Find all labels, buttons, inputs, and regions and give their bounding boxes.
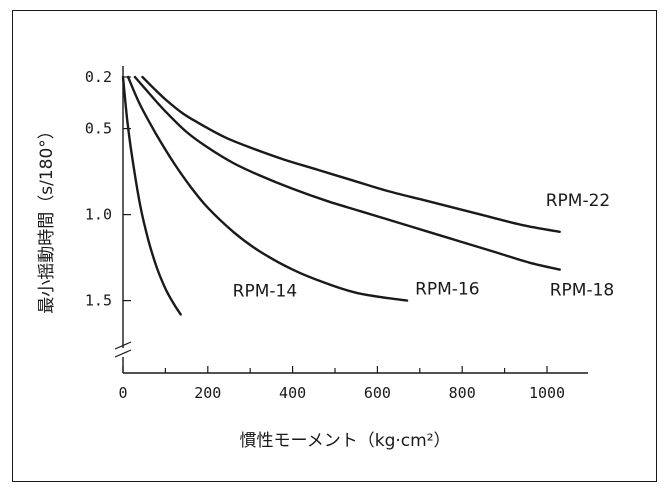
y-tick-label: 1.0: [85, 206, 112, 224]
y-tick-label: 0.2: [85, 68, 112, 86]
y-tick-label: 1.5: [85, 292, 112, 310]
chart-frame: [12, 10, 657, 482]
series-label-rpm-16: RPM-16: [415, 280, 480, 300]
series-line-rpm-22: [141, 75, 561, 233]
x-tick-label: 0: [118, 384, 127, 402]
x-tick-label: 600: [364, 384, 391, 402]
x-tick-label: 200: [194, 384, 221, 402]
series-label-rpm-22: RPM-22: [546, 191, 611, 211]
y-axis-title: 最小揺動時間（s/180°）: [37, 122, 57, 314]
series-line-rpm-14: [121, 75, 182, 316]
series-label-rpm-18: RPM-18: [550, 281, 615, 301]
axis-break-mark: [114, 349, 132, 358]
y-tick-label: 0.5: [85, 120, 112, 138]
x-tick-label: 1000: [529, 384, 565, 402]
x-tick-label: 800: [449, 384, 476, 402]
x-axis-title: 慣性モーメント（kg·cm²）: [239, 431, 450, 451]
x-tick-label: 400: [279, 384, 306, 402]
series-label-rpm-14: RPM-14: [233, 281, 298, 301]
axis-break-mark: [114, 341, 132, 350]
series-line-rpm-16: [126, 75, 409, 302]
series-line-rpm-18: [133, 75, 561, 271]
